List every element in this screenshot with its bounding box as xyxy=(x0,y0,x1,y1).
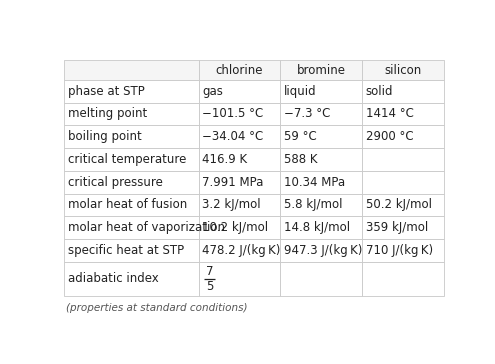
Text: 5.8 kJ/mol: 5.8 kJ/mol xyxy=(284,198,343,211)
Text: phase at STP: phase at STP xyxy=(68,85,145,98)
Bar xyxy=(64,103,198,125)
Bar xyxy=(280,171,362,194)
Text: 7: 7 xyxy=(205,265,213,278)
Bar xyxy=(198,125,280,148)
Bar xyxy=(64,239,198,262)
Bar xyxy=(64,60,198,80)
Bar xyxy=(280,148,362,171)
Bar xyxy=(362,262,444,296)
Text: 710 J/(kg K): 710 J/(kg K) xyxy=(366,244,433,257)
Text: 588 K: 588 K xyxy=(284,153,318,166)
Bar xyxy=(362,171,444,194)
Text: adiabatic index: adiabatic index xyxy=(68,272,158,285)
Bar xyxy=(198,171,280,194)
Bar xyxy=(280,239,362,262)
Bar xyxy=(64,80,198,103)
Bar xyxy=(280,125,362,148)
Bar xyxy=(362,103,444,125)
Bar xyxy=(64,216,198,239)
Bar xyxy=(198,262,280,296)
Text: 10.34 MPa: 10.34 MPa xyxy=(284,176,345,189)
Bar xyxy=(280,60,362,80)
Text: 10.2 kJ/mol: 10.2 kJ/mol xyxy=(202,221,269,234)
Bar xyxy=(64,262,198,296)
Bar xyxy=(198,239,280,262)
Bar xyxy=(198,80,280,103)
Text: gas: gas xyxy=(202,85,223,98)
Bar xyxy=(198,148,280,171)
Text: −7.3 °C: −7.3 °C xyxy=(284,107,331,120)
Text: 5: 5 xyxy=(205,280,213,293)
Bar xyxy=(362,148,444,171)
Text: 359 kJ/mol: 359 kJ/mol xyxy=(366,221,428,234)
Bar xyxy=(280,216,362,239)
Text: liquid: liquid xyxy=(284,85,317,98)
Text: solid: solid xyxy=(366,85,393,98)
Bar xyxy=(64,125,198,148)
Bar xyxy=(280,80,362,103)
Bar xyxy=(198,60,280,80)
Text: molar heat of fusion: molar heat of fusion xyxy=(68,198,187,211)
Bar xyxy=(198,194,280,216)
Text: 50.2 kJ/mol: 50.2 kJ/mol xyxy=(366,198,432,211)
Text: specific heat at STP: specific heat at STP xyxy=(68,244,184,257)
Bar xyxy=(362,80,444,103)
Text: 947.3 J/(kg K): 947.3 J/(kg K) xyxy=(284,244,362,257)
Bar xyxy=(362,125,444,148)
Bar xyxy=(362,216,444,239)
Text: bromine: bromine xyxy=(297,64,346,77)
Bar xyxy=(280,262,362,296)
Bar xyxy=(280,103,362,125)
Text: −34.04 °C: −34.04 °C xyxy=(202,130,264,143)
Text: 416.9 K: 416.9 K xyxy=(202,153,248,166)
Text: 7.991 MPa: 7.991 MPa xyxy=(202,176,264,189)
Text: boiling point: boiling point xyxy=(68,130,142,143)
Text: 2900 °C: 2900 °C xyxy=(366,130,413,143)
Bar xyxy=(64,148,198,171)
Bar xyxy=(64,194,198,216)
Bar xyxy=(362,60,444,80)
Text: (properties at standard conditions): (properties at standard conditions) xyxy=(66,303,247,313)
Text: 3.2 kJ/mol: 3.2 kJ/mol xyxy=(202,198,261,211)
Text: silicon: silicon xyxy=(384,64,421,77)
Text: melting point: melting point xyxy=(68,107,147,120)
Text: −101.5 °C: −101.5 °C xyxy=(202,107,264,120)
Text: 14.8 kJ/mol: 14.8 kJ/mol xyxy=(284,221,350,234)
Text: critical temperature: critical temperature xyxy=(68,153,186,166)
Bar xyxy=(198,216,280,239)
Bar xyxy=(280,194,362,216)
Text: chlorine: chlorine xyxy=(216,64,263,77)
Text: 478.2 J/(kg K): 478.2 J/(kg K) xyxy=(202,244,281,257)
Text: 1414 °C: 1414 °C xyxy=(366,107,414,120)
Bar xyxy=(64,171,198,194)
Text: molar heat of vaporization: molar heat of vaporization xyxy=(68,221,225,234)
Text: 59 °C: 59 °C xyxy=(284,130,317,143)
Text: critical pressure: critical pressure xyxy=(68,176,162,189)
Bar xyxy=(362,194,444,216)
Bar xyxy=(362,239,444,262)
Bar xyxy=(198,103,280,125)
